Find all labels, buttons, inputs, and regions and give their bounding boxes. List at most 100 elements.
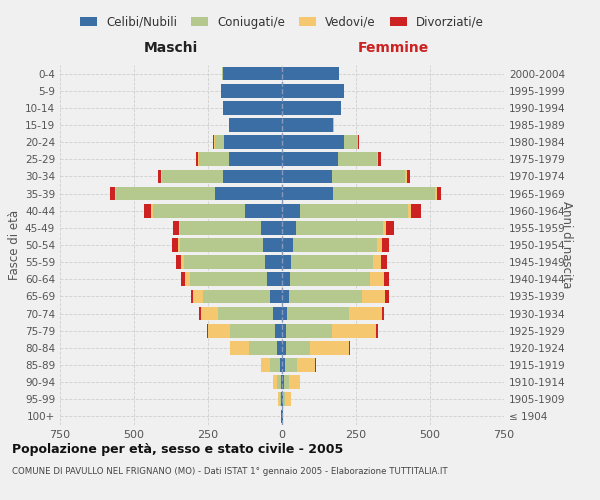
Bar xyxy=(286,341,310,354)
Bar xyxy=(223,101,282,114)
Y-axis label: Fasce di età: Fasce di età xyxy=(8,210,21,280)
Bar xyxy=(277,376,281,389)
Bar xyxy=(179,221,180,234)
Bar xyxy=(282,84,344,98)
Bar xyxy=(349,341,350,354)
Bar xyxy=(282,221,296,234)
Bar xyxy=(405,170,407,183)
Bar xyxy=(215,136,224,149)
Bar xyxy=(151,204,152,218)
Bar xyxy=(191,290,193,304)
Bar xyxy=(162,170,223,183)
Bar xyxy=(384,272,389,286)
Bar xyxy=(293,238,377,252)
Bar xyxy=(349,306,382,320)
Bar xyxy=(385,290,389,304)
Bar xyxy=(407,204,411,218)
Bar xyxy=(282,204,301,218)
Bar xyxy=(286,324,332,338)
Bar xyxy=(373,256,381,269)
Text: COMUNE DI PAVULLO NEL FRIGNANO (MO) - Dati ISTAT 1° gennaio 2005 - Elaborazione : COMUNE DI PAVULLO NEL FRIGNANO (MO) - Da… xyxy=(12,468,448,476)
Bar xyxy=(223,66,282,80)
Bar xyxy=(277,341,282,354)
Bar xyxy=(287,306,349,320)
Bar xyxy=(297,358,315,372)
Bar xyxy=(362,290,385,304)
Bar xyxy=(230,324,275,338)
Bar xyxy=(181,238,263,252)
Bar xyxy=(310,341,349,354)
Bar xyxy=(190,272,266,286)
Bar xyxy=(280,358,282,372)
Bar xyxy=(280,392,281,406)
Bar xyxy=(196,152,197,166)
Bar xyxy=(282,101,341,114)
Bar xyxy=(282,358,285,372)
Bar xyxy=(282,238,293,252)
Bar xyxy=(178,238,181,252)
Bar xyxy=(176,256,181,269)
Bar xyxy=(382,238,389,252)
Bar xyxy=(265,256,282,269)
Bar xyxy=(269,290,282,304)
Bar xyxy=(173,221,179,234)
Bar xyxy=(200,306,218,320)
Bar xyxy=(215,186,282,200)
Bar xyxy=(208,324,230,338)
Bar xyxy=(284,376,289,389)
Bar xyxy=(229,152,282,166)
Bar xyxy=(344,136,358,149)
Bar xyxy=(381,256,387,269)
Bar xyxy=(172,238,178,252)
Y-axis label: Anni di nascita: Anni di nascita xyxy=(560,202,572,288)
Bar xyxy=(282,118,333,132)
Bar xyxy=(161,170,162,183)
Bar xyxy=(383,221,386,234)
Bar xyxy=(278,392,280,406)
Bar xyxy=(289,376,301,389)
Bar xyxy=(378,152,381,166)
Bar xyxy=(382,306,385,320)
Text: Femmine: Femmine xyxy=(358,40,428,54)
Bar xyxy=(370,272,384,286)
Bar xyxy=(282,376,284,389)
Bar xyxy=(282,324,286,338)
Bar xyxy=(116,186,215,200)
Bar xyxy=(144,204,151,218)
Bar xyxy=(181,256,184,269)
Bar xyxy=(282,341,286,354)
Bar xyxy=(221,84,282,98)
Bar xyxy=(282,152,338,166)
Bar xyxy=(224,136,282,149)
Bar xyxy=(266,272,282,286)
Bar xyxy=(282,170,332,183)
Bar xyxy=(245,204,282,218)
Legend: Celibi/Nubili, Coniugati/e, Vedovi/e, Divorziati/e: Celibi/Nubili, Coniugati/e, Vedovi/e, Di… xyxy=(76,11,488,34)
Bar xyxy=(180,221,260,234)
Bar xyxy=(281,392,282,406)
Bar xyxy=(115,186,116,200)
Bar xyxy=(386,221,394,234)
Bar xyxy=(301,204,407,218)
Bar xyxy=(377,238,382,252)
Bar xyxy=(184,256,265,269)
Bar xyxy=(377,152,378,166)
Bar xyxy=(290,272,370,286)
Text: Popolazione per età, sesso e stato civile - 2005: Popolazione per età, sesso e stato civil… xyxy=(12,442,343,456)
Bar xyxy=(218,306,272,320)
Bar xyxy=(376,324,377,338)
Bar xyxy=(158,170,161,183)
Bar xyxy=(283,392,284,406)
Bar xyxy=(338,152,377,166)
Bar xyxy=(289,290,362,304)
Bar xyxy=(282,306,287,320)
Bar xyxy=(411,204,421,218)
Bar xyxy=(199,152,229,166)
Bar xyxy=(284,392,291,406)
Bar xyxy=(229,118,282,132)
Bar xyxy=(332,324,376,338)
Bar xyxy=(260,358,270,372)
Bar xyxy=(207,324,208,338)
Bar xyxy=(333,186,435,200)
Bar xyxy=(285,358,297,372)
